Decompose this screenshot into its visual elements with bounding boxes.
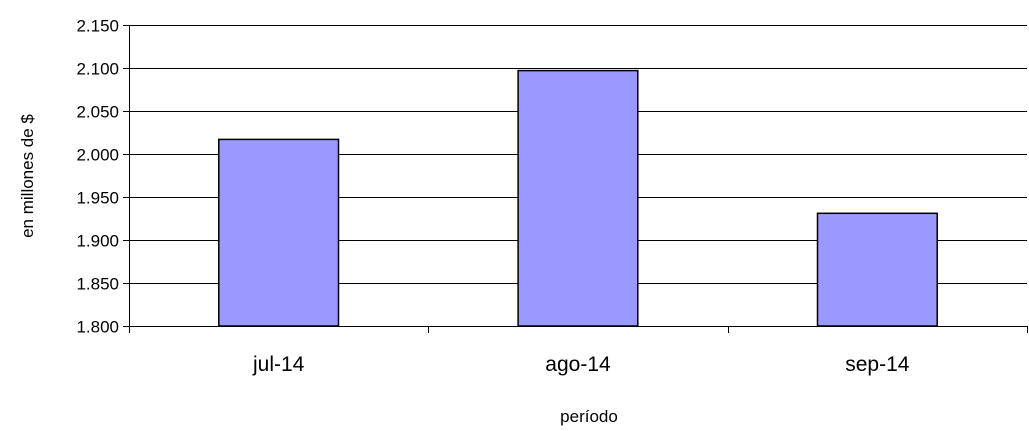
- y-tick-label: 2.150: [76, 17, 119, 36]
- y-tick-label: 1.900: [76, 232, 119, 251]
- y-axis-title: en millones de $: [18, 114, 37, 238]
- axes: [123, 25, 1028, 333]
- x-tick-label: jul-14: [252, 353, 305, 376]
- y-tick-label: 2.050: [76, 103, 119, 122]
- x-tick-label: sep-14: [845, 353, 910, 376]
- x-tick-label: ago-14: [545, 353, 611, 376]
- bar-sep-14: [816, 212, 938, 327]
- x-axis-title: período: [560, 407, 618, 426]
- labels: 1.800 1.850 1.900 1.950 2.000 2.050 2.100 2.150…: [76, 17, 909, 377]
- y-tick-label: 1.850: [76, 275, 119, 294]
- bar-jul-14: [218, 138, 340, 327]
- y-tick-label: 1.800: [76, 318, 119, 337]
- bars: [218, 69, 938, 327]
- y-tick-label: 1.950: [76, 189, 119, 208]
- y-tick-label: 2.000: [76, 146, 119, 165]
- y-tick-label: 2.100: [76, 60, 119, 79]
- bar-ago-14: [517, 69, 639, 327]
